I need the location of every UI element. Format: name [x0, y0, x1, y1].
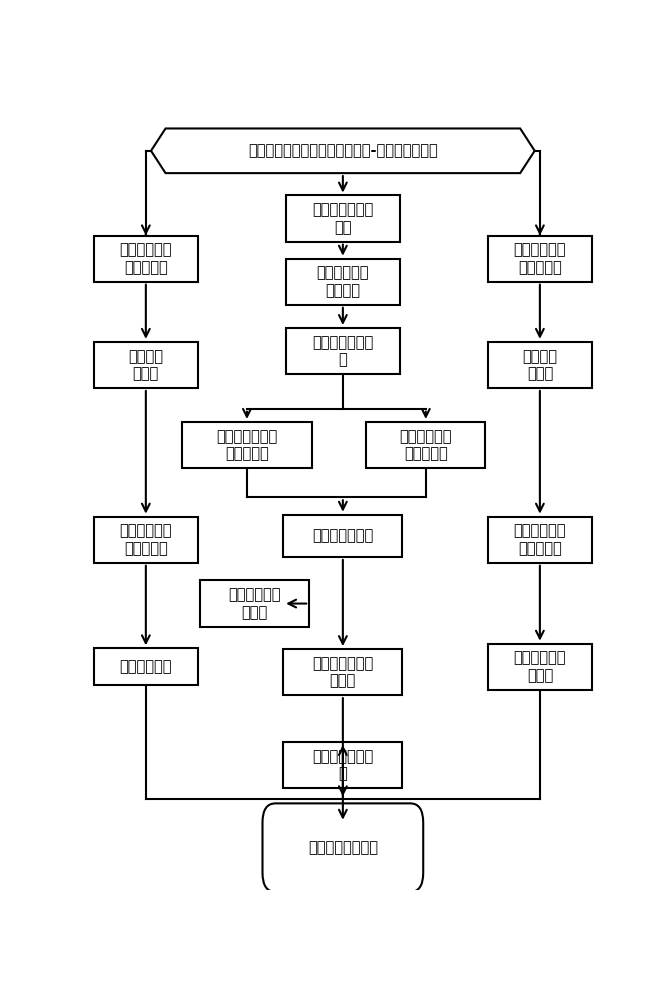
Text: 成像仪波段等效
辐亮度: 成像仪波段等效 辐亮度 — [312, 656, 373, 688]
FancyBboxPatch shape — [286, 195, 400, 242]
FancyBboxPatch shape — [366, 422, 486, 468]
Text: 遥感图像
预处理: 遥感图像 预处理 — [522, 349, 557, 381]
Polygon shape — [151, 128, 535, 173]
FancyBboxPatch shape — [182, 422, 312, 468]
Text: 场地反射率及大
气特性参数: 场地反射率及大 气特性参数 — [216, 429, 278, 461]
Text: 遥感影像
预处理: 遥感影像 预处理 — [128, 349, 163, 381]
Text: 成像仪替代场
地同步图像: 成像仪替代场 地同步图像 — [514, 242, 566, 275]
Text: 光谱辐亮度计算: 光谱辐亮度计算 — [312, 528, 373, 543]
FancyBboxPatch shape — [488, 644, 592, 690]
FancyBboxPatch shape — [283, 649, 403, 695]
FancyBboxPatch shape — [283, 515, 403, 557]
Text: 替代辐射定标结果: 替代辐射定标结果 — [308, 840, 378, 855]
FancyBboxPatch shape — [488, 236, 592, 282]
FancyBboxPatch shape — [262, 803, 423, 892]
Text: 成像仪海洋场
景夜间图像: 成像仪海洋场 景夜间图像 — [120, 242, 172, 275]
Text: 辐射定标系数计
算: 辐射定标系数计 算 — [312, 749, 373, 781]
FancyBboxPatch shape — [94, 236, 198, 282]
Text: 夜间海洋场景成像与替代场地星-地同步观测试验: 夜间海洋场景成像与替代场地星-地同步观测试验 — [248, 143, 438, 158]
Text: 定标辅助数据
同步观测: 定标辅助数据 同步观测 — [316, 265, 369, 298]
FancyBboxPatch shape — [286, 328, 400, 374]
FancyBboxPatch shape — [94, 517, 198, 563]
Text: 成像仪暗噪声
偏移量计算: 成像仪暗噪声 偏移量计算 — [120, 523, 172, 556]
Text: 目标对应波段
计数值: 目标对应波段 计数值 — [514, 651, 566, 683]
FancyBboxPatch shape — [200, 580, 309, 627]
Text: 场地经纬度、
成像几何等: 场地经纬度、 成像几何等 — [399, 429, 452, 461]
Text: 场地目标波段
计数值提取: 场地目标波段 计数值提取 — [514, 523, 566, 556]
FancyBboxPatch shape — [488, 517, 592, 563]
FancyBboxPatch shape — [94, 342, 198, 388]
Text: 辅助数据分析处
理: 辅助数据分析处 理 — [312, 335, 373, 367]
FancyBboxPatch shape — [283, 742, 403, 788]
FancyBboxPatch shape — [94, 648, 198, 685]
FancyBboxPatch shape — [286, 259, 400, 305]
Text: 成像仪光谱响
应函数: 成像仪光谱响 应函数 — [229, 587, 281, 620]
FancyBboxPatch shape — [488, 342, 592, 388]
Text: 暗噪声偏移量: 暗噪声偏移量 — [120, 659, 172, 674]
Text: 光谱辐亮度计算
模型: 光谱辐亮度计算 模型 — [312, 202, 373, 235]
